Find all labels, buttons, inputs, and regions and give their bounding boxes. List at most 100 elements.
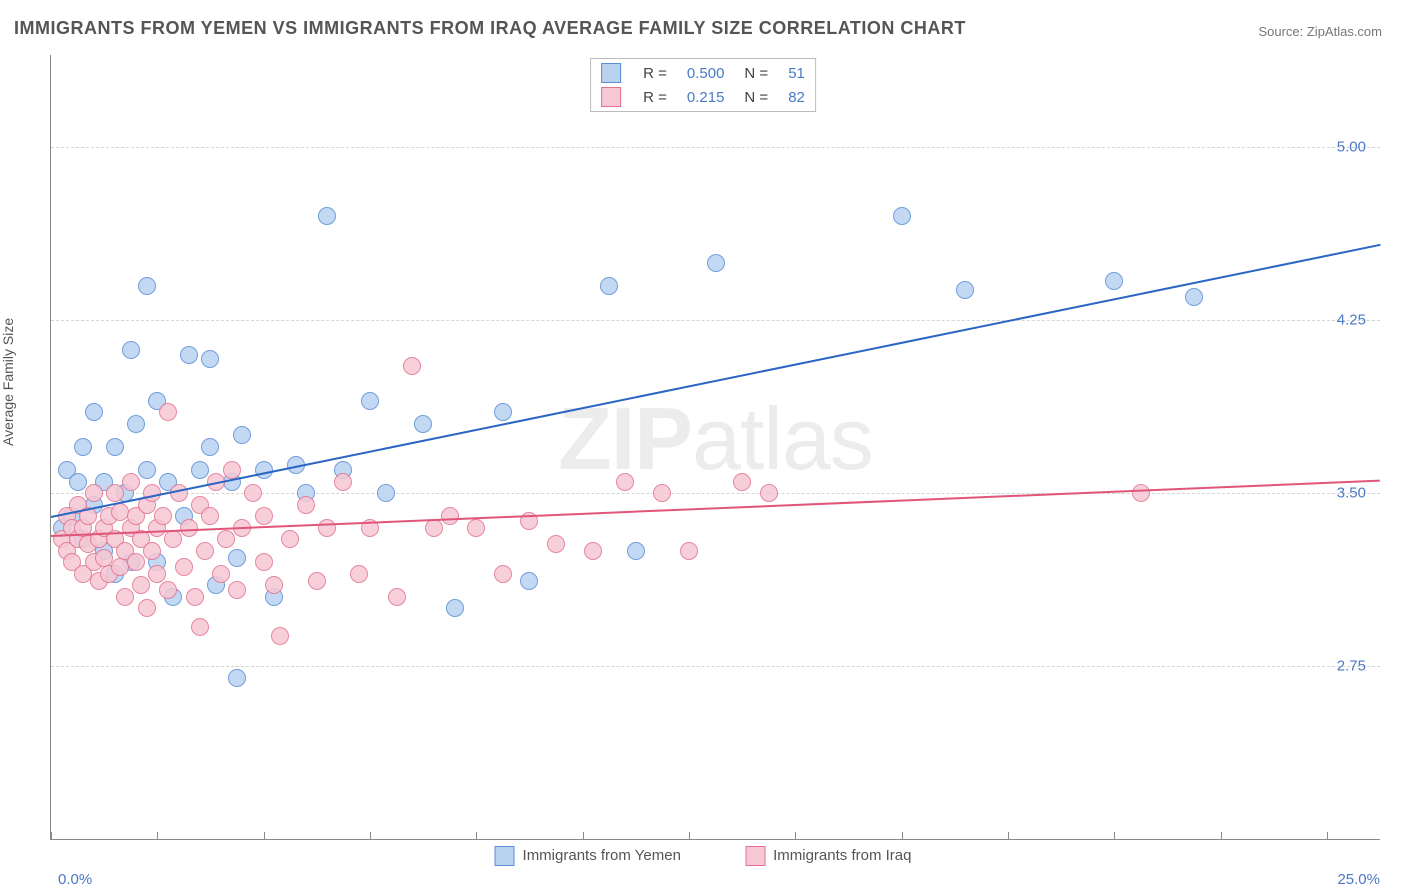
n-value-iraq: 82 [778,85,815,109]
scatter-point-iraq [350,565,368,583]
legend-item-yemen: Immigrants from Yemen [495,846,681,866]
x-tick [1221,832,1222,840]
scatter-point-iraq [122,473,140,491]
scatter-point-iraq [132,576,150,594]
scatter-point-iraq [760,484,778,502]
scatter-point-iraq [143,542,161,560]
scatter-point-yemen [1105,272,1123,290]
scatter-point-iraq [228,581,246,599]
scatter-point-iraq [217,530,235,548]
n-value-yemen: 51 [778,61,815,85]
source-prefix: Source: [1258,24,1306,39]
r-label: R = [633,61,677,85]
scatter-point-iraq [244,484,262,502]
scatter-point-iraq [154,507,172,525]
scatter-point-yemen [127,415,145,433]
x-axis-max-label: 25.0% [1337,871,1380,888]
scatter-point-iraq [116,588,134,606]
x-tick [583,832,584,840]
scatter-point-iraq [308,572,326,590]
n-label: N = [734,61,778,85]
scatter-point-yemen [138,277,156,295]
scatter-point-yemen [85,403,103,421]
scatter-point-yemen [414,415,432,433]
source-attribution: Source: ZipAtlas.com [1258,24,1382,39]
y-axis-label: Average Family Size [0,318,16,446]
legend-item-iraq: Immigrants from Iraq [745,846,911,866]
scatter-point-yemen [138,461,156,479]
gridline [51,147,1380,148]
scatter-point-yemen [494,403,512,421]
scatter-point-iraq [388,588,406,606]
x-tick [795,832,796,840]
trendline-yemen [51,244,1380,518]
scatter-point-yemen [106,438,124,456]
r-value-iraq: 0.215 [677,85,735,109]
scatter-point-iraq [138,599,156,617]
scatter-point-iraq [318,519,336,537]
scatter-point-iraq [164,530,182,548]
swatch-iraq-icon [601,87,621,107]
scatter-point-yemen [201,350,219,368]
r-value-yemen: 0.500 [677,61,735,85]
x-tick [370,832,371,840]
scatter-point-iraq [616,473,634,491]
scatter-point-iraq [584,542,602,560]
scatter-point-iraq [196,542,214,560]
x-axis-min-label: 0.0% [58,871,92,888]
n-label: N = [734,85,778,109]
scatter-point-iraq [297,496,315,514]
r-label: R = [633,85,677,109]
scatter-point-iraq [159,581,177,599]
scatter-point-iraq [425,519,443,537]
scatter-point-yemen [122,341,140,359]
scatter-point-iraq [255,507,273,525]
scatter-point-iraq [175,558,193,576]
scatter-point-yemen [707,254,725,272]
scatter-point-iraq [180,519,198,537]
scatter-point-iraq [159,403,177,421]
scatter-point-iraq [186,588,204,606]
scatter-point-iraq [106,484,124,502]
scatter-point-iraq [441,507,459,525]
scatter-point-yemen [520,572,538,590]
scatter-point-yemen [956,281,974,299]
scatter-point-iraq [733,473,751,491]
scatter-point-iraq [494,565,512,583]
x-tick [689,832,690,840]
scatter-point-iraq [212,565,230,583]
scatter-point-yemen [377,484,395,502]
scatter-point-iraq [85,484,103,502]
y-tick-label: 4.25 [1337,312,1366,329]
scatter-point-iraq [271,627,289,645]
scatter-point-iraq [191,618,209,636]
scatter-point-iraq [281,530,299,548]
scatter-point-iraq [547,535,565,553]
scatter-point-iraq [467,519,485,537]
scatter-point-iraq [680,542,698,560]
legend-label-iraq: Immigrants from Iraq [773,847,911,864]
swatch-yemen-icon [601,63,621,83]
y-tick-label: 2.75 [1337,658,1366,675]
y-tick-label: 3.50 [1337,485,1366,502]
x-tick [264,832,265,840]
scatter-point-yemen [446,599,464,617]
scatter-point-yemen [893,207,911,225]
gridline [51,320,1380,321]
scatter-point-iraq [1132,484,1150,502]
scatter-point-iraq [127,553,145,571]
x-tick [902,832,903,840]
x-tick [476,832,477,840]
x-tick [1327,832,1328,840]
scatter-point-iraq [148,565,166,583]
stats-row-yemen: R = 0.500 N = 51 [591,61,815,85]
plot-area: ZIPatlas 2.753.504.255.00 [50,55,1380,840]
scatter-point-yemen [318,207,336,225]
scatter-point-yemen [74,438,92,456]
watermark-thin: atlas [692,389,873,488]
chart-title: IMMIGRANTS FROM YEMEN VS IMMIGRANTS FROM… [14,18,966,39]
scatter-point-yemen [361,392,379,410]
swatch-iraq-icon [745,846,765,866]
scatter-point-yemen [1185,288,1203,306]
scatter-point-yemen [191,461,209,479]
